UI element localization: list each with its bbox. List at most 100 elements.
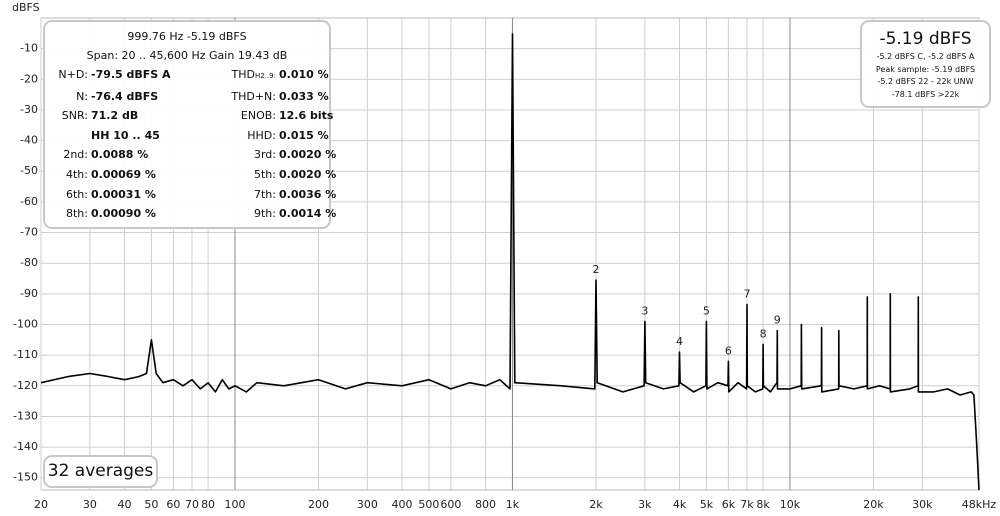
panel-value: 12.6 bits: [279, 109, 334, 123]
panel-label: N+D:: [58, 68, 88, 81]
panel-label: N:: [76, 89, 88, 103]
x-tick-label: 2k: [589, 498, 603, 511]
y-tick-label: -10: [20, 42, 38, 55]
panel-value: 0.00031 %: [91, 187, 156, 201]
panel-value: 0.033 %: [279, 89, 329, 103]
level-line: -5.2 dBFS C, -5.2 dBFS A: [876, 52, 975, 61]
harmonic-label: 7: [743, 288, 750, 301]
panel-value: 0.0020 %: [279, 148, 337, 162]
panel-value: 0.0014 %: [279, 207, 337, 221]
panel-label: 2nd:: [63, 148, 88, 162]
y-tick-label: -40: [20, 134, 38, 147]
y-axis-label: dBFS: [12, 1, 40, 14]
harmonic-label: 3: [641, 304, 648, 317]
panel-value: 0.0020 %: [279, 167, 337, 181]
panel-row: N: -76.4 dBFS THD+N: 0.033 %: [53, 87, 329, 107]
panel-row: HH 10 .. 45 HHD: 0.015 %: [53, 126, 329, 146]
y-tick-label: -140: [13, 440, 38, 453]
x-tick-label: 800: [475, 498, 496, 511]
panel-label: ENOB:: [240, 109, 276, 123]
panel-row: SNR: 71.2 dB ENOB: 12.6 bits: [53, 106, 334, 126]
x-tick-label: 5k: [700, 498, 714, 511]
panel-label: THD+N:: [231, 89, 276, 103]
x-tick-label: 6k: [722, 498, 736, 511]
y-tick-label: -120: [13, 379, 38, 392]
panel-header: 999.76 Hz -5.19 dBFS: [127, 30, 247, 43]
x-tick-label: 8k: [756, 498, 770, 511]
panel-value: 71.2 dB: [91, 109, 139, 123]
level-line: -78.1 dBFS >22k: [891, 89, 960, 99]
harmonic-label: 2: [592, 263, 599, 276]
panel-label: 4th:: [66, 167, 88, 181]
y-tick-label: -110: [13, 348, 38, 361]
level-line: Peak sample: -5.19 dBFS: [875, 64, 976, 74]
y-tick-label: -60: [20, 195, 38, 208]
panel-label: THDH2..9:: [231, 68, 276, 81]
x-tick-label: 60: [166, 498, 180, 511]
panel-value: 0.00090 %: [91, 207, 156, 221]
x-tick-label: 20: [34, 498, 48, 511]
panel-subscript: H2..9:: [255, 72, 276, 80]
x-tick-label: 4k: [673, 498, 687, 511]
x-tick-label: 400: [392, 498, 413, 511]
panel-label: 8th:: [66, 207, 88, 221]
level-panel: -5.19 dBFS -5.2 dBFS C, -5.2 dBFS A Peak s…: [860, 20, 991, 108]
panel-row: N+D: -79.5 dBFS A THDH2..9: 0.010 %: [53, 65, 328, 87]
panel-row: 8th: 0.00090 % 9th: 0.0014 %: [53, 204, 336, 224]
x-tick-label: 600: [440, 498, 461, 511]
x-tick-label: 48kHz: [962, 498, 997, 511]
x-tick-label: 3k: [638, 498, 652, 511]
panel-label: 7th:: [254, 187, 276, 201]
panel-label: 9th:: [254, 207, 276, 221]
panel-row: 6th: 0.00031 % 7th: 0.0036 %: [53, 185, 336, 205]
x-tick-label: 7k: [740, 498, 754, 511]
x-tick-label: 10k: [780, 498, 801, 511]
y-tick-label: -70: [20, 226, 38, 239]
panel-row: 4th: 0.00069 % 5th: 0.0020 %: [53, 165, 336, 185]
panel-label: 5th:: [254, 167, 276, 181]
x-tick-label: 1k: [506, 498, 520, 511]
harmonic-label: 5: [703, 304, 710, 317]
panel-value: 0.010 %: [279, 68, 329, 81]
panel-label: HHD:: [247, 128, 276, 142]
panel-label: SNR:: [61, 109, 88, 123]
harmonic-label: 6: [725, 344, 732, 357]
panel-row: 2nd: 0.0088 % 3rd: 0.0020 %: [53, 145, 336, 165]
panel-value: 0.00069 %: [91, 167, 156, 181]
panel-value: -79.5 dBFS A: [91, 68, 171, 81]
harmonic-label: 4: [676, 335, 683, 348]
x-tick-label: 20k: [863, 498, 884, 511]
harmonic-label: 9: [774, 314, 781, 327]
panel-value: 0.015 %: [279, 128, 329, 142]
y-tick-label: -130: [13, 409, 38, 422]
panel-value: 0.0088 %: [91, 148, 149, 162]
level-line: -5.2 dBFS 22 - 22k UNW: [877, 77, 974, 86]
averages-box: 32 averages: [43, 455, 158, 488]
spectrum-line: [40, 33, 980, 491]
measurement-panel: 999.76 Hz -5.19 dBFS Span: 20 .. 45,600 H…: [43, 20, 336, 229]
panel-value: HH 10 .. 45: [91, 128, 160, 142]
x-tick-label: 40: [118, 498, 132, 511]
y-tick-label: -30: [20, 103, 38, 116]
x-tick-label: 500: [418, 498, 439, 511]
harmonic-label: 8: [760, 327, 767, 340]
x-tick-label: 30k: [912, 498, 933, 511]
x-tick-label: 200: [308, 498, 329, 511]
panel-value: 0.0036 %: [279, 187, 337, 201]
x-tick-label: 80: [201, 498, 215, 511]
x-tick-label: 70: [185, 498, 199, 511]
y-tick-label: -20: [20, 72, 38, 85]
x-tick-label: 300: [357, 498, 378, 511]
y-tick-label: -150: [13, 471, 38, 484]
x-tick-label: 50: [144, 498, 158, 511]
x-tick-label: 30: [83, 498, 97, 511]
level-main: -5.19 dBFS: [879, 29, 972, 49]
x-tick-label: 100: [224, 498, 245, 511]
panel-label: [53, 126, 91, 146]
panel-label: 6th:: [66, 187, 88, 201]
panel-value: -76.4 dBFS: [91, 89, 159, 103]
panel-label: 3rd:: [253, 148, 276, 162]
panel-header: Span: 20 .. 45,600 Hz Gain 19.43 dB: [86, 49, 288, 62]
y-tick-label: -100: [13, 317, 38, 330]
